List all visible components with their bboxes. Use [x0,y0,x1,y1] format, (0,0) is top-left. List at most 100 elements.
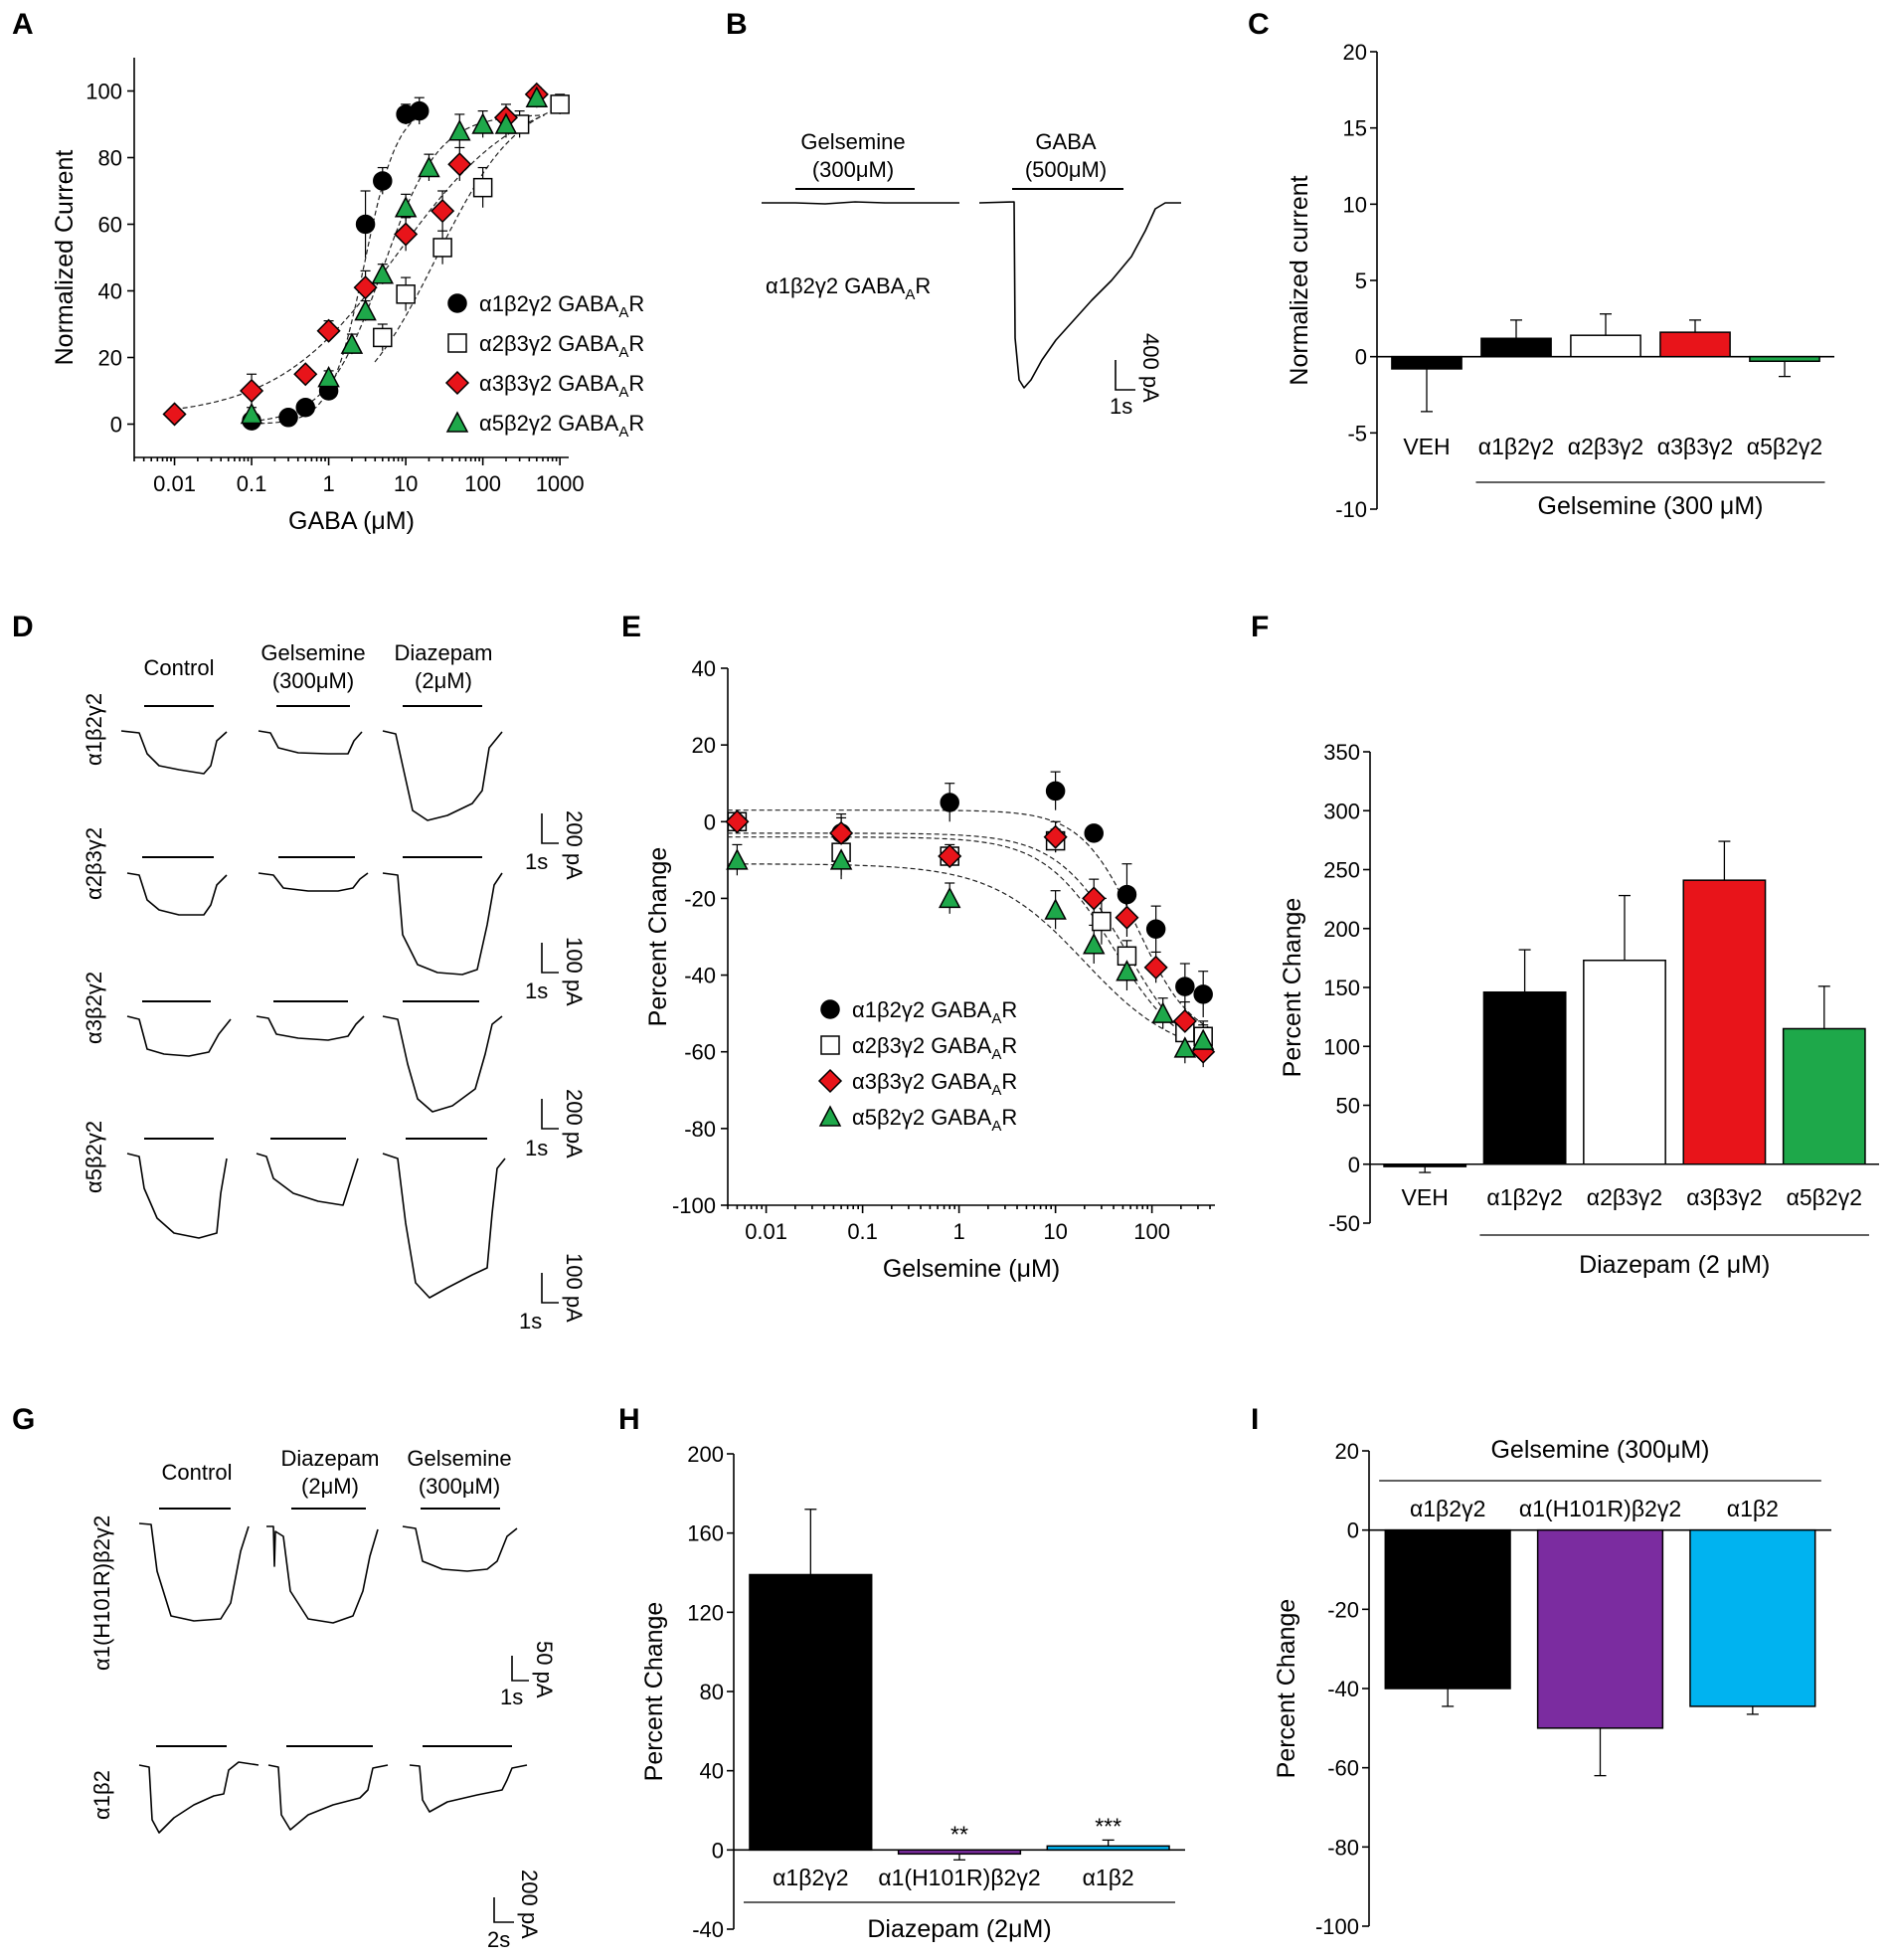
g-row1-scale-current: 50 pA [532,1641,557,1698]
legend-marker-3-3-2-gaba [444,370,470,396]
data-point-2-3-2-gaba [432,238,452,258]
panel-letter-f: F [1251,611,1269,643]
legend-marker-1-2-2-gaba [820,999,840,1019]
d-row3-scale-time: 1s [525,1136,548,1160]
data-point-5-2-2-gaba [471,112,494,134]
fit-curve-1-2-2-gaba [244,110,428,425]
data-point-5-2-2-gaba [938,886,961,909]
data-point-2-3-2-gaba [373,327,393,348]
panel-letter-b: B [726,8,748,41]
group-label: Gelsemine (300μM) [1490,1436,1709,1464]
data-point-5-2-2-gaba [240,402,263,425]
y-tick-label: -50 [1328,1211,1360,1236]
panel-letter-a: A [12,8,34,41]
x-tick-label: 1 [952,1219,964,1244]
group-label: Gelsemine (300 μM) [1538,492,1764,520]
y-tick-label: 0 [704,809,716,834]
y-tick-label: 20 [98,346,122,371]
bar-2-3-2 [1583,959,1666,1165]
data-point-3-3-2-gaba [725,809,750,834]
data-point-5-2-2-gaba [448,119,471,141]
data-point-2-3-2-gaba [550,94,570,114]
d-row3-trace-gelsemine [256,1015,365,1041]
data-point-1-2-2-gaba [1117,884,1137,905]
panel-b-traces: Gelsemine (300μM) GABA (500μM) α1β2γ2 GA… [762,129,1181,419]
legend-label-1-2-2-gaba: α1β2γ2 GABAAR [479,291,644,321]
data-point-5-2-2-gaba [340,332,364,354]
y-tick-label: 0 [712,1838,724,1863]
b-scale-bar [1115,360,1135,391]
y-tick-label: 350 [1323,740,1360,765]
y-tick-label: -40 [1327,1677,1359,1701]
y-tick-label: 200 [1323,917,1360,942]
panel-letter-i: I [1251,1403,1259,1436]
bar-3-3-2 [1682,879,1767,1165]
g-row1-trace-gelsemine [402,1525,518,1572]
panel-d-traces: Control Gelsemine (300μM) Diazepam (2μM)… [82,640,587,1334]
y-axis-title: Normalized Current [51,150,79,366]
fit-curve-2-3-2-gaba [374,103,569,363]
d-condition-diazepam-line2: (2μM) [415,668,472,693]
y-tick-label: 200 [687,1442,724,1467]
data-point-1-2-2-gaba [278,408,298,428]
g-row2-trace-control [138,1761,259,1834]
x-axis-title: Gelsemine (μM) [883,1255,1060,1283]
b-gaba-trace [978,201,1181,389]
d-row-label-a3b2g2: α3β2γ2 [82,972,106,1044]
d-condition-gelsemine-line2: (300μM) [272,668,354,693]
d-row-label-a5b2g2: α5β2γ2 [82,1121,106,1193]
data-point-3-3-2-gaba [1115,905,1139,930]
legend-marker-5-2-2-gaba [818,1105,842,1127]
bar-1-h101r-2-2 [1536,1528,1664,1729]
bar-2-3-2 [1570,334,1641,358]
y-axis-title: Percent Change [1279,898,1306,1078]
bar-1-2 [1689,1528,1816,1707]
category-label-1-2-2: α1β2γ2 [1410,1496,1485,1521]
d-row4-scale-time: 1s [519,1309,542,1334]
bar-1-2 [1046,1845,1170,1852]
x-tick-label: 0.01 [153,471,196,496]
y-tick-label: 150 [1323,976,1360,1000]
g-condition-control: Control [162,1460,233,1485]
d-row-label-a2b3g2: α2β3γ2 [82,827,106,900]
y-tick-label: 100 [1323,1034,1360,1059]
data-point-3-3-2-gaba [430,199,455,224]
category-label-3-3-2: α3β3γ2 [1686,1184,1762,1210]
panel-letter-h: H [618,1403,640,1436]
chart-i-gelsemine-mutant: -100 -80 -60 -40 -20 0 20 Percent Change α1β2γ2 α… [1273,1436,1831,1939]
d-row2-trace-diazepam [382,872,503,976]
y-tick-label: 0 [110,413,122,438]
y-tick-label: 100 [86,80,122,104]
y-tick-label: -5 [1347,421,1367,445]
bar-1-2-2 [1482,990,1567,1165]
data-point-5-2-2-gaba [494,112,518,134]
d-row3-trace-diazepam [382,1015,503,1113]
data-point-5-2-2-gaba [1116,960,1138,981]
b-gelsemine-trace [762,201,959,205]
group-label: Diazepam (2 μM) [1579,1251,1770,1279]
data-point-3-3-2-gaba [316,318,341,343]
panel-letter-c: C [1248,8,1270,41]
d-row1-scale-time: 1s [525,849,548,874]
data-point-1-2-2-gaba [1045,781,1066,802]
legend-label-1-2-2-gaba: α1β2γ2 GABAAR [852,997,1017,1027]
legend-marker-3-3-2-gaba [817,1068,843,1094]
legend-label-2-3-2-gaba: α2β3γ2 GABAAR [479,331,644,361]
d-row1-trace-diazepam [382,730,503,821]
y-tick-label: -100 [1315,1914,1359,1939]
chart-f-diazepam-potentiation: -50 0 50 100 150 200 250 300 350 Percent Change VE… [1279,740,1879,1279]
data-point-5-2-2-gaba [525,86,549,107]
bar-5-2-2 [1782,1027,1866,1165]
d-row2-trace-gelsemine [258,872,369,892]
d-condition-control: Control [144,655,215,680]
data-point-3-3-2-gaba [1172,1008,1197,1033]
y-tick-label: 300 [1323,799,1360,823]
d-row3-scale-bar [541,1099,559,1130]
significance-marker: *** [1095,1813,1121,1839]
bar-veh [1383,1163,1467,1167]
group-label: Diazepam (2μM) [867,1915,1051,1943]
y-axis-title: Percent Change [1273,1599,1300,1779]
y-tick-label: -100 [672,1193,716,1218]
category-label-veh: VEH [1403,434,1450,459]
y-tick-label: 20 [692,733,716,758]
